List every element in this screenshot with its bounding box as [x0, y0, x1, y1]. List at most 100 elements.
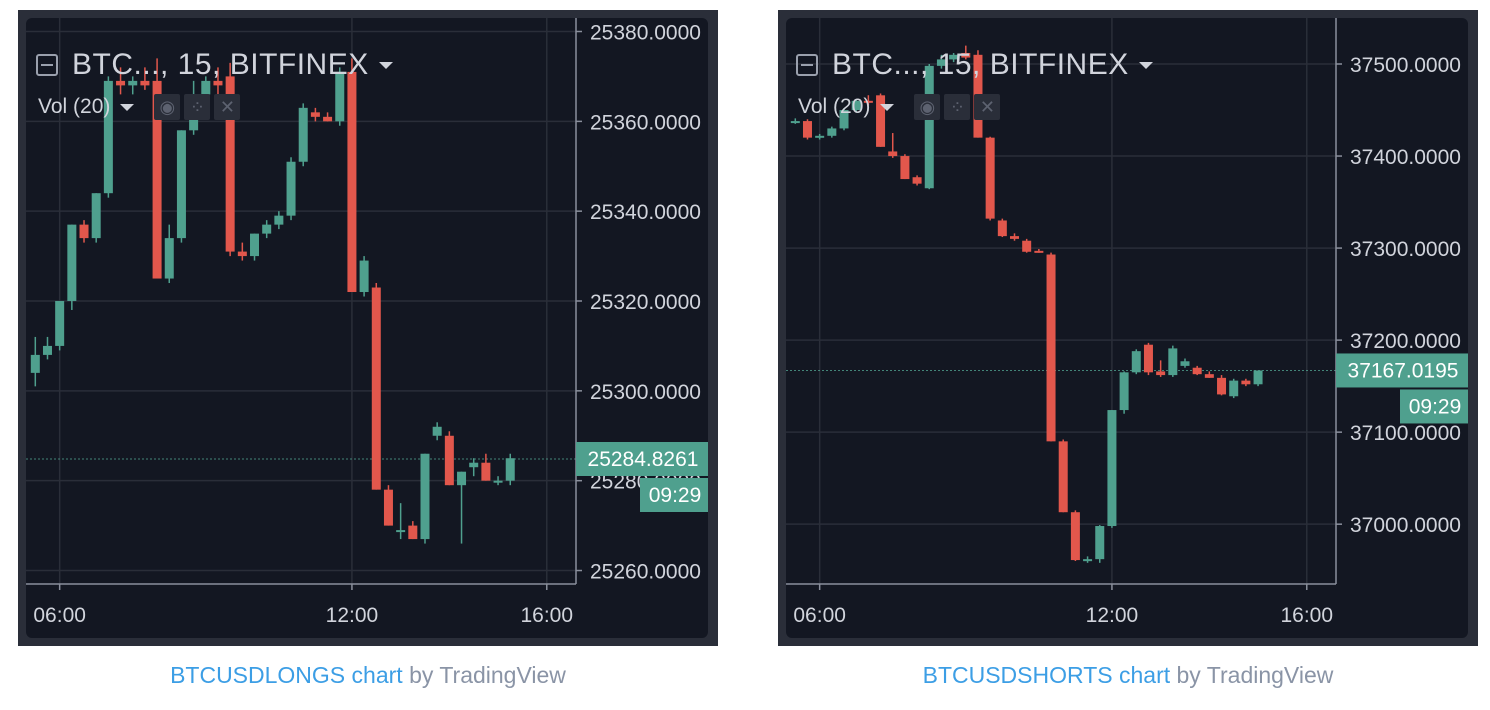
candle-down — [1022, 240, 1032, 252]
candle-up — [827, 128, 837, 136]
chart-widget-shorts: 37500.0000 37400.0000 37300.0000 37200.0000… — [778, 10, 1478, 646]
y-tick-label: 37500.0000 — [1350, 54, 1461, 77]
tradingview-link[interactable]: TradingView — [439, 662, 566, 688]
candle-up — [335, 71, 345, 122]
candle-down — [961, 52, 971, 58]
candle-down — [323, 116, 333, 122]
candle-up — [42, 345, 52, 355]
candle-down — [1143, 344, 1153, 373]
volume-indicator[interactable]: Vol (20) ◉ ⁘ ✕ — [798, 94, 1001, 120]
candle-down — [888, 151, 898, 157]
candle-down — [1204, 374, 1214, 378]
candle-up — [1083, 559, 1093, 562]
candle-down — [900, 156, 910, 180]
y-tick-label: 25360.0000 — [590, 111, 701, 134]
candle-up — [839, 110, 849, 129]
tradingview-link[interactable]: TradingView — [1206, 662, 1334, 688]
legend-symbol: BTC... — [72, 48, 161, 81]
candle-down — [140, 80, 150, 86]
x-tick-label: 06:00 — [793, 604, 846, 627]
chart-attribution-longs: BTCUSDLONGS chart by TradingView — [18, 662, 718, 689]
candle-down — [997, 220, 1007, 237]
candle-down — [1058, 441, 1068, 513]
last-price-badge — [576, 442, 708, 477]
x-tick-label: 12:00 — [326, 604, 379, 627]
chart-legend[interactable]: BTC... , 15, BITFINEX — [36, 48, 393, 82]
vol-label: Vol (20) — [798, 95, 871, 118]
chart-link[interactable]: BTCUSDLONGS chart — [170, 662, 403, 688]
chart-panel-longs[interactable]: 25380.0000 25360.0000 25340.0000 25320.0000… — [26, 18, 708, 638]
x-tick-label: 12:00 — [1086, 604, 1139, 627]
chevron-down-icon[interactable] — [1138, 61, 1153, 69]
chevron-down-icon[interactable] — [120, 103, 135, 111]
x-tick-label: 06:00 — [33, 604, 86, 627]
legend-symbol: BTC... — [832, 48, 921, 81]
y-tick-label: 25340.0000 — [590, 201, 701, 224]
candle-up — [420, 453, 430, 540]
candle-up — [128, 80, 138, 86]
candle-down — [863, 100, 873, 103]
candle-up — [298, 107, 308, 162]
candle-up — [924, 65, 934, 189]
candlestick-chart-longs[interactable]: 25380.0000 25360.0000 25340.0000 25320.0000… — [26, 18, 708, 638]
last-price-badge — [1336, 353, 1468, 388]
candle-up — [201, 80, 211, 95]
candle-up — [176, 130, 186, 239]
candle-up — [262, 224, 272, 234]
y-tick-label: 37300.0000 — [1350, 238, 1461, 261]
candle-up — [67, 224, 77, 301]
chevron-down-icon[interactable] — [378, 61, 393, 69]
candle-up — [1168, 348, 1178, 376]
vol-label: Vol (20) — [38, 95, 111, 118]
y-tick-label: 25380.0000 — [590, 21, 701, 44]
chart-widget-longs: 25380.0000 25360.0000 25340.0000 25320.0000… — [18, 10, 718, 646]
candle-up — [103, 80, 113, 194]
close-icon[interactable]: ✕ — [214, 94, 241, 120]
candle-down — [1070, 512, 1080, 561]
candle-down — [347, 71, 357, 293]
candle-up — [250, 233, 260, 257]
candle-up — [1131, 351, 1141, 373]
candle-up — [1095, 526, 1105, 560]
candle-up — [457, 471, 467, 486]
candle-down — [371, 287, 381, 490]
candle-up — [949, 54, 959, 60]
candle-up — [359, 260, 369, 293]
candle-up — [55, 301, 65, 346]
settings-icon[interactable]: ⁘ — [944, 94, 971, 120]
candle-down — [481, 462, 491, 481]
eye-icon[interactable]: ◉ — [914, 94, 941, 120]
candle-down — [213, 80, 223, 86]
x-tick-label: 16:00 — [1280, 604, 1333, 627]
candle-up — [396, 530, 406, 533]
collapse-icon[interactable] — [36, 54, 58, 76]
candle-down — [1156, 371, 1166, 376]
eye-icon[interactable]: ◉ — [154, 94, 181, 120]
candle-up — [790, 121, 800, 124]
volume-indicator[interactable]: Vol (20) ◉ ⁘ ✕ — [38, 94, 241, 120]
candle-up — [91, 193, 101, 239]
candle-up — [1119, 372, 1129, 411]
candle-down — [876, 95, 886, 147]
candle-up — [851, 100, 861, 111]
candle-up — [30, 354, 40, 373]
y-tick-label: 37400.0000 — [1350, 146, 1461, 169]
y-tick-label: 37200.0000 — [1350, 330, 1461, 353]
candle-down — [1241, 380, 1251, 385]
candle-down — [912, 177, 922, 184]
attribution-by: by — [409, 662, 434, 688]
close-icon[interactable]: ✕ — [974, 94, 1001, 120]
candle-down — [408, 525, 418, 540]
countdown-badge — [1400, 389, 1468, 424]
chart-legend[interactable]: BTC... , 15, BITFINEX — [796, 48, 1153, 82]
legend-interval: , 15, BITFINEX — [920, 48, 1129, 81]
collapse-icon[interactable] — [796, 54, 818, 76]
candle-down — [225, 76, 235, 252]
candle-down — [116, 80, 126, 86]
settings-icon[interactable]: ⁘ — [184, 94, 211, 120]
chart-link[interactable]: BTCUSDSHORTS chart — [922, 662, 1171, 688]
chevron-down-icon[interactable] — [880, 103, 895, 111]
candle-up — [1253, 370, 1263, 385]
chart-panel-shorts[interactable]: 37500.0000 37400.0000 37300.0000 37200.0000… — [786, 18, 1468, 638]
candle-down — [444, 435, 454, 486]
